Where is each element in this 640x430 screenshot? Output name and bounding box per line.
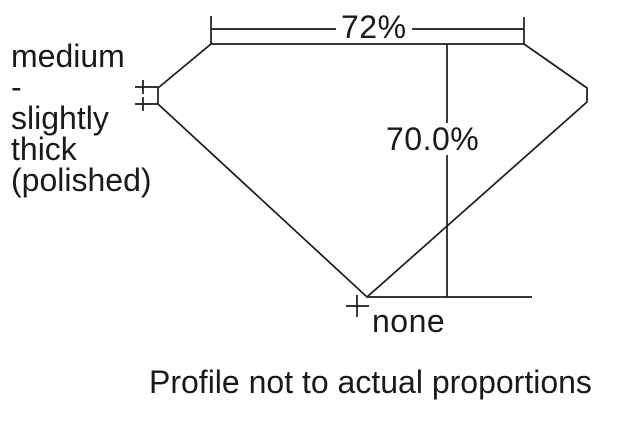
girdle-label-line: - — [11, 69, 22, 105]
girdle-label-line: slightly — [11, 100, 109, 136]
girdle-tick-top — [135, 80, 158, 94]
girdle-label: medium - slightly thick (polished) — [11, 38, 152, 198]
girdle-label-line: thick — [11, 131, 77, 167]
culet-label: none — [372, 303, 446, 339]
girdle-label-line: (polished) — [11, 162, 152, 198]
culet-cross-marker — [346, 295, 369, 317]
diamond-outline — [157, 43, 588, 299]
caption: Profile not to actual proportions — [149, 364, 592, 400]
table-width-label: 72% — [336, 11, 412, 43]
girdle-tick-bottom — [135, 97, 158, 111]
girdle-label-line: medium — [11, 38, 125, 74]
depth-label: 70.0% — [381, 123, 485, 155]
